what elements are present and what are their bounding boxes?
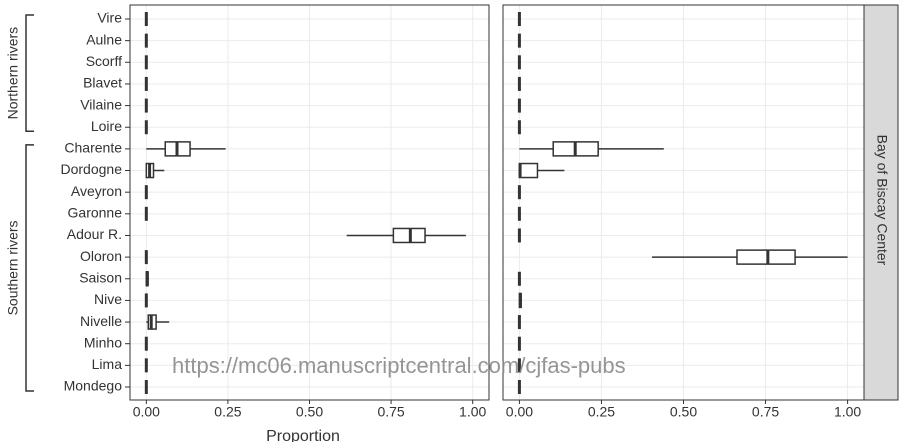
panel-border [129,4,490,401]
y-tick-label: Lima [92,356,123,372]
x-tick-label: 1.00 [459,404,486,420]
facet-strip [863,4,899,401]
y-tick-label: Nive [94,291,122,307]
x-tick-label: 0.75 [377,404,404,420]
x-tick-label: 0.25 [214,404,241,420]
y-tick-label: Saison [79,269,122,285]
y-tick-label: Garonne [68,205,123,221]
x-tick-label: 0.50 [670,404,697,420]
y-tick-label: Loire [91,118,122,134]
x-tick-label: 0.75 [752,404,779,420]
y-tick-label: Adour R. [67,226,122,242]
group-label: Northern rivers [5,27,21,120]
y-tick-label: Oloron [80,248,122,264]
x-tick-label: 0.50 [296,404,323,420]
y-tick-label: Scorff [86,53,122,69]
y-tick-label: Mondego [64,378,123,394]
y-tick-label: Aulne [86,31,122,47]
group-bracket [25,144,34,392]
y-tick-label: Nivelle [80,313,122,329]
y-tick-label: Blavet [83,75,122,91]
y-tick-label: Minho [84,334,122,350]
y-tick-label: Vilaine [80,96,122,112]
group-label: Southern rivers [5,220,21,315]
y-tick-label: Vire [97,10,122,26]
panel-border [502,4,865,401]
x-tick-label: 0.25 [588,404,615,420]
x-axis-label: Proportion [266,428,340,442]
watermark: https://mc06.manuscriptcentral.com/cjfas… [172,353,626,378]
box [736,249,796,265]
x-tick-label: 0.00 [506,404,533,420]
group-bracket [25,14,34,132]
x-tick-label: 0.00 [133,404,160,420]
y-tick-label: Dordogne [61,161,123,177]
y-tick-label: Charente [64,140,122,156]
y-tick-label: Aveyron [71,183,122,199]
x-tick-label: 1.00 [834,404,861,420]
strip-label: Bay of Biscay Center [874,135,890,266]
box [518,162,539,179]
